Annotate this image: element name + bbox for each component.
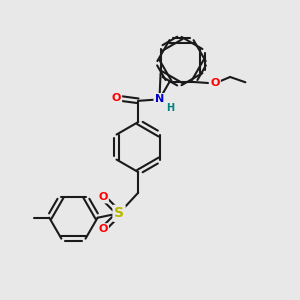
Text: O: O — [210, 79, 220, 88]
Text: O: O — [98, 224, 108, 235]
Text: O: O — [98, 192, 108, 202]
Text: S: S — [114, 206, 124, 220]
Text: H: H — [167, 103, 175, 112]
Text: O: O — [112, 93, 121, 103]
Text: N: N — [155, 94, 164, 104]
